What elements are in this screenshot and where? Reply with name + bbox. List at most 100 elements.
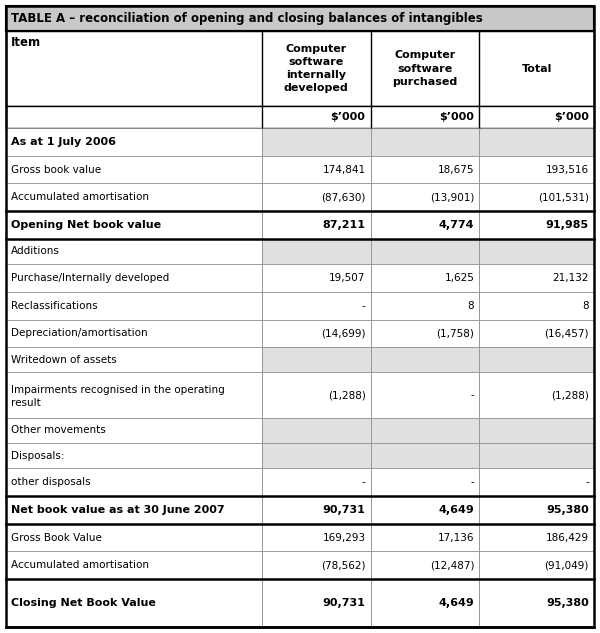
Bar <box>6 348 262 372</box>
Bar <box>262 496 371 523</box>
Text: -: - <box>470 477 475 487</box>
Bar <box>6 292 262 320</box>
Text: 17,136: 17,136 <box>438 532 475 542</box>
Bar <box>479 128 594 156</box>
Bar <box>371 239 479 264</box>
Text: 21,132: 21,132 <box>553 273 589 283</box>
Text: (1,288): (1,288) <box>551 390 589 400</box>
Bar <box>479 372 594 418</box>
Text: 1,625: 1,625 <box>445 273 475 283</box>
Text: (91,049): (91,049) <box>545 560 589 570</box>
Bar <box>479 320 594 348</box>
Text: Item: Item <box>11 36 41 49</box>
Text: 87,211: 87,211 <box>323 220 365 230</box>
Bar <box>262 264 371 292</box>
Text: 174,841: 174,841 <box>322 165 365 175</box>
Text: (1,758): (1,758) <box>436 329 475 339</box>
Bar <box>371 292 479 320</box>
Bar <box>6 184 262 211</box>
Bar <box>6 264 262 292</box>
Bar <box>6 372 262 418</box>
Bar <box>262 551 371 579</box>
Bar <box>479 292 594 320</box>
Text: Gross Book Value: Gross Book Value <box>11 532 102 542</box>
Bar <box>371 523 479 551</box>
Bar <box>262 523 371 551</box>
Text: Depreciation/amortisation: Depreciation/amortisation <box>11 329 148 339</box>
Bar <box>262 579 371 627</box>
Bar <box>371 264 479 292</box>
Text: Other movements: Other movements <box>11 425 106 436</box>
Bar <box>371 443 479 468</box>
Bar <box>479 468 594 496</box>
Bar <box>371 551 479 579</box>
Text: 186,429: 186,429 <box>546 532 589 542</box>
Text: Closing Net Book Value: Closing Net Book Value <box>11 598 156 608</box>
Bar <box>6 523 262 551</box>
Bar <box>479 264 594 292</box>
Bar <box>479 348 594 372</box>
Bar <box>479 184 594 211</box>
Text: 4,649: 4,649 <box>439 505 475 515</box>
Bar <box>6 128 262 156</box>
Bar <box>6 320 262 348</box>
Bar <box>371 211 479 239</box>
Text: -: - <box>362 477 365 487</box>
Bar <box>371 418 479 443</box>
Bar <box>6 443 262 468</box>
Bar <box>6 239 262 264</box>
Text: (12,487): (12,487) <box>430 560 475 570</box>
Text: Computer
software
internally
developed: Computer software internally developed <box>284 44 349 93</box>
Text: 4,649: 4,649 <box>439 598 475 608</box>
Bar <box>262 418 371 443</box>
Bar <box>6 31 594 106</box>
Bar <box>6 211 262 239</box>
Text: -: - <box>362 301 365 311</box>
Text: Accumulated amortisation: Accumulated amortisation <box>11 560 149 570</box>
Text: -: - <box>470 390 475 400</box>
Bar <box>6 579 262 627</box>
Text: Total: Total <box>521 63 552 73</box>
Bar <box>262 443 371 468</box>
Text: Net book value as at 30 June 2007: Net book value as at 30 June 2007 <box>11 505 224 515</box>
Bar <box>262 156 371 184</box>
Bar <box>371 128 479 156</box>
Bar <box>371 579 479 627</box>
Text: 90,731: 90,731 <box>323 598 365 608</box>
Text: (1,288): (1,288) <box>328 390 365 400</box>
Text: Reclassifications: Reclassifications <box>11 301 98 311</box>
Bar <box>6 106 594 128</box>
Text: Impairments recognised in the operating
result: Impairments recognised in the operating … <box>11 385 225 408</box>
Bar <box>479 418 594 443</box>
Text: (13,901): (13,901) <box>430 192 475 203</box>
Bar <box>262 320 371 348</box>
Bar <box>262 348 371 372</box>
Text: Computer
software
purchased: Computer software purchased <box>392 50 458 87</box>
Text: 8: 8 <box>468 301 475 311</box>
Bar <box>262 239 371 264</box>
Text: (14,699): (14,699) <box>321 329 365 339</box>
Text: other disposals: other disposals <box>11 477 91 487</box>
Text: (78,562): (78,562) <box>321 560 365 570</box>
Bar <box>479 211 594 239</box>
Bar <box>371 348 479 372</box>
Bar <box>6 156 262 184</box>
Text: Disposals:: Disposals: <box>11 451 65 461</box>
Text: 90,731: 90,731 <box>323 505 365 515</box>
Bar <box>6 551 262 579</box>
Text: 193,516: 193,516 <box>546 165 589 175</box>
Bar <box>6 468 262 496</box>
Text: Writedown of assets: Writedown of assets <box>11 355 117 365</box>
Text: $’000: $’000 <box>554 112 589 122</box>
Text: $’000: $’000 <box>331 112 365 122</box>
Bar <box>262 292 371 320</box>
Text: 95,380: 95,380 <box>546 505 589 515</box>
Text: 169,293: 169,293 <box>322 532 365 542</box>
Bar <box>479 523 594 551</box>
Text: (101,531): (101,531) <box>538 192 589 203</box>
Text: 8: 8 <box>583 301 589 311</box>
Text: 18,675: 18,675 <box>438 165 475 175</box>
Bar <box>371 156 479 184</box>
Bar <box>371 496 479 523</box>
Text: $’000: $’000 <box>439 112 475 122</box>
